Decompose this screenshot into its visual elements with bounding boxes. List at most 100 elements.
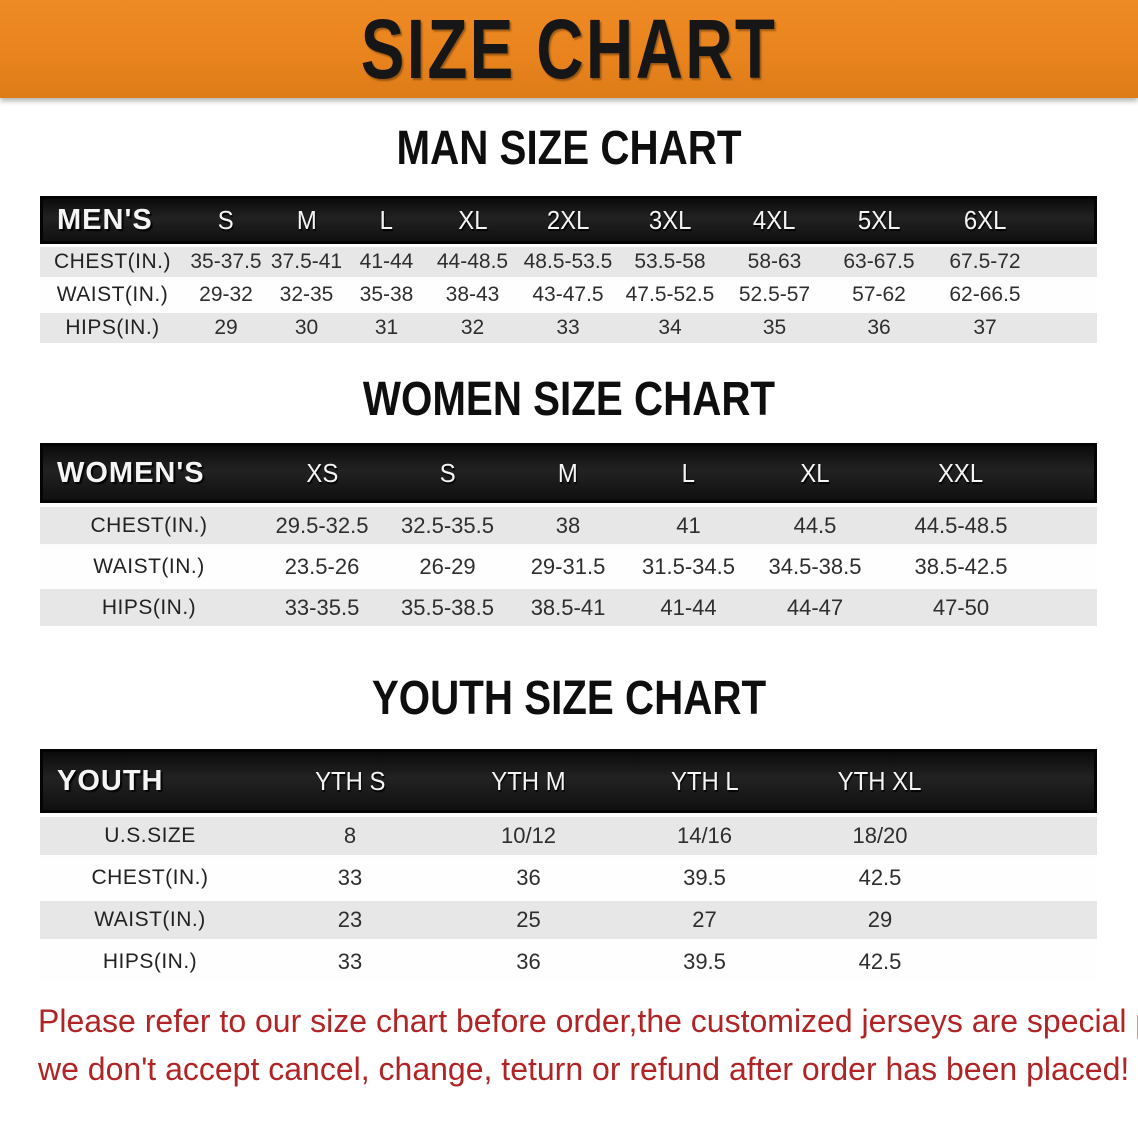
cell: 44-47 <box>750 585 880 626</box>
youth-col-header: YTH S <box>260 749 440 813</box>
men-col-header: S <box>185 196 267 244</box>
youth-ussize-row: U.S.SIZE 8 10/12 14/16 18/20 <box>40 813 1097 855</box>
disclaimer-line-1: Please refer to our size chart before or… <box>38 1003 1138 1039</box>
men-chest-row: CHEST(IN.) 35-37.5 37.5-41 41-44 44-48.5… <box>40 244 1097 277</box>
cell: 44.5 <box>750 503 880 544</box>
cell-filler <box>1042 503 1097 544</box>
cell-filler <box>968 855 1097 897</box>
cell: 18/20 <box>792 813 968 855</box>
men-waist-row: WAIST(IN.) 29-32 32-35 35-38 38-43 43-47… <box>40 277 1097 310</box>
cell: 29 <box>792 897 968 939</box>
cell: 31 <box>346 310 427 343</box>
cell-filler <box>1039 244 1097 277</box>
cell: 58-63 <box>722 244 827 277</box>
youth-waist-row: WAIST(IN.) 23 25 27 29 <box>40 897 1097 939</box>
cell: 30 <box>267 310 346 343</box>
cell: 39.5 <box>617 855 792 897</box>
cell-filler <box>1042 544 1097 585</box>
cell: 23 <box>260 897 440 939</box>
men-corner-label: MEN'S <box>40 196 185 244</box>
cell: 29-32 <box>185 277 267 310</box>
women-col-header: M <box>509 443 627 503</box>
men-col-header: 5XL <box>827 196 931 244</box>
youth-col-header: YTH L <box>617 749 792 813</box>
cell-filler <box>1039 310 1097 343</box>
cell: 62-66.5 <box>931 277 1039 310</box>
cell: 44-48.5 <box>427 244 518 277</box>
cell: 35-38 <box>346 277 427 310</box>
disclaimer-line-2: we don't accept cancel, change, teturn o… <box>38 1051 1130 1087</box>
women-corner-label: WOMEN'S <box>40 443 258 503</box>
women-col-header: S <box>386 443 509 503</box>
cell: 67.5-72 <box>931 244 1039 277</box>
cell: 34.5-38.5 <box>750 544 880 585</box>
cell: 41-44 <box>346 244 427 277</box>
women-header-row: WOMEN'S XS S M L XL XXL <box>40 443 1097 503</box>
women-col-header: XXL <box>880 443 1042 503</box>
women-section-heading: WOMEN SIZE CHART <box>362 373 776 426</box>
cell: 48.5-53.5 <box>518 244 618 277</box>
youth-section-heading: YOUTH SIZE CHART <box>371 672 767 725</box>
cell: 37.5-41 <box>267 244 346 277</box>
cell: 35.5-38.5 <box>386 585 509 626</box>
cell: 29.5-32.5 <box>258 503 386 544</box>
women-col-header: L <box>627 443 750 503</box>
disclaimer-text: Please refer to our size chart before or… <box>38 997 1138 1093</box>
youth-hips-row: HIPS(IN.) 33 36 39.5 42.5 <box>40 939 1097 981</box>
cell-filler <box>1042 585 1097 626</box>
banner-title: SIZE CHART <box>360 2 778 96</box>
cell: 42.5 <box>792 855 968 897</box>
cell: 43-47.5 <box>518 277 618 310</box>
cell: 32 <box>427 310 518 343</box>
cell: 23.5-26 <box>258 544 386 585</box>
cell: 35 <box>722 310 827 343</box>
cell: 36 <box>440 855 617 897</box>
cell: 33 <box>260 939 440 981</box>
cell: 47.5-52.5 <box>618 277 722 310</box>
cell: 25 <box>440 897 617 939</box>
cell: 26-29 <box>386 544 509 585</box>
cell: 41 <box>627 503 750 544</box>
youth-size-table: YOUTH YTH S YTH M YTH L YTH XL U.S.SIZE … <box>40 749 1097 981</box>
women-hips-row: HIPS(IN.) 33-35.5 35.5-38.5 38.5-41 41-4… <box>40 585 1097 626</box>
cell-filler <box>968 939 1097 981</box>
cell: 38.5-41 <box>509 585 627 626</box>
men-header-filler <box>1039 196 1097 244</box>
cell: 32-35 <box>267 277 346 310</box>
cell: 53.5-58 <box>618 244 722 277</box>
cell: 14/16 <box>617 813 792 855</box>
cell: 32.5-35.5 <box>386 503 509 544</box>
cell: 63-67.5 <box>827 244 931 277</box>
youth-col-header: YTH XL <box>792 749 968 813</box>
cell: 44.5-48.5 <box>880 503 1042 544</box>
cell: 42.5 <box>792 939 968 981</box>
men-size-table: MEN'S S M L XL 2XL 3XL 4XL 5XL 6XL CHEST… <box>40 196 1097 343</box>
women-col-header: XS <box>258 443 386 503</box>
youth-col-header: YTH M <box>440 749 617 813</box>
cell: 33-35.5 <box>258 585 386 626</box>
men-col-header: 4XL <box>722 196 827 244</box>
women-header-filler <box>1042 443 1097 503</box>
cell: 38 <box>509 503 627 544</box>
cell: 27 <box>617 897 792 939</box>
cell-filler <box>968 813 1097 855</box>
cell: 34 <box>618 310 722 343</box>
cell: 52.5-57 <box>722 277 827 310</box>
youth-corner-label: YOUTH <box>40 749 260 813</box>
men-hips-row: HIPS(IN.) 29 30 31 32 33 34 35 36 37 <box>40 310 1097 343</box>
cell: 31.5-34.5 <box>627 544 750 585</box>
men-header-row: MEN'S S M L XL 2XL 3XL 4XL 5XL 6XL <box>40 196 1097 244</box>
men-section-heading: MAN SIZE CHART <box>396 122 742 175</box>
cell-filler <box>1039 277 1097 310</box>
cell: 37 <box>931 310 1039 343</box>
cell: 35-37.5 <box>185 244 267 277</box>
women-size-table: WOMEN'S XS S M L XL XXL CHEST(IN.) 29.5-… <box>40 443 1097 626</box>
men-col-header: 6XL <box>931 196 1039 244</box>
men-col-header: 3XL <box>618 196 722 244</box>
women-waist-row: WAIST(IN.) 23.5-26 26-29 29-31.5 31.5-34… <box>40 544 1097 585</box>
cell: 38-43 <box>427 277 518 310</box>
cell: 36 <box>440 939 617 981</box>
cell-filler <box>968 897 1097 939</box>
cell: 29 <box>185 310 267 343</box>
men-col-header: 2XL <box>518 196 618 244</box>
